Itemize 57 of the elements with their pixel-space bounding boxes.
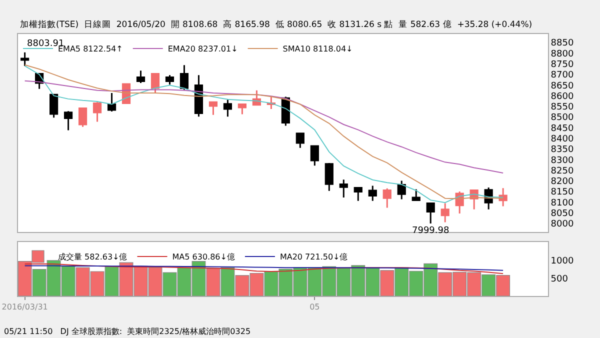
x-tick-label: 2016/03/31 — [2, 302, 48, 312]
candlestick — [440, 202, 450, 223]
candlestick — [498, 187, 508, 208]
candlestick — [368, 185, 377, 202]
candlestick — [324, 162, 334, 192]
candlestick — [354, 186, 362, 202]
text: 05/21 11:50 DJ 全球股票指數: 美東時間2325/格林威治時間0325 — [4, 327, 251, 336]
candlestick — [180, 64, 189, 91]
y-tick-label: 8150 — [550, 188, 574, 198]
candlestick — [412, 188, 420, 202]
candlestick — [78, 106, 88, 128]
y-tick-label: 8200 — [550, 177, 574, 188]
y-tick-label: 8450 — [550, 124, 574, 134]
y-tick-label: 8400 — [550, 134, 574, 144]
legend-label: 成交量 582.63↓億 — [58, 252, 128, 262]
candlestick — [64, 110, 73, 131]
line-series — [24, 80, 504, 174]
x-tick-label: 05 — [310, 302, 320, 312]
candlestick — [339, 178, 348, 198]
candlestick — [382, 188, 392, 208]
candlestick — [107, 92, 116, 112]
y-tick-label: 8350 — [550, 145, 574, 156]
candlestick — [426, 202, 435, 224]
annotation: 7999.98 — [412, 226, 450, 236]
y-tick-label: 8000 — [550, 220, 574, 230]
y-tick-label: 1000 — [550, 256, 574, 267]
y-tick-label: 8500 — [550, 113, 574, 124]
legend-label: MA5 630.86↓億 — [172, 252, 235, 262]
y-tick-label: 8100 — [550, 198, 574, 208]
y-tick-label: 8050 — [550, 208, 574, 219]
candlestick — [50, 94, 58, 118]
candlestick — [238, 103, 246, 116]
y-tick-label: 8600 — [550, 92, 574, 102]
candlestick — [150, 72, 160, 94]
y-tick-label: 8700 — [550, 70, 574, 81]
y-tick-label: 8300 — [550, 156, 574, 166]
candlestick — [136, 70, 146, 84]
y-tick-label: 8800 — [550, 49, 574, 60]
candlestick — [20, 52, 30, 67]
candlestick — [310, 145, 319, 166]
candlestick — [397, 180, 406, 200]
y-tick-label: 8850 — [550, 38, 574, 49]
chart-title: 加權指數(TSE) 日線圖 2016/05/20 開 8108.68 高 8165.98 低 8080.65 收 8131.26 s 點 量 582.63 億 +35.28 (+0.44%) — [20, 19, 532, 30]
candlestick — [165, 74, 174, 86]
candlestick — [223, 99, 232, 118]
candlestick — [296, 132, 304, 149]
legend-label: EMA5 8122.54↑ — [58, 44, 123, 54]
legend-label: SMA10 8118.04↓ — [282, 44, 353, 54]
legend-label: MA20 721.50↓億 — [280, 252, 348, 262]
legend-label: EMA20 8237.01↓ — [168, 44, 238, 54]
candlestick — [92, 101, 102, 122]
y-tick-label: 8250 — [550, 166, 574, 176]
y-tick-label: 8550 — [550, 102, 574, 113]
y-tick-label: 8650 — [550, 81, 574, 92]
candlestick — [208, 100, 218, 116]
y-tick-label: 500 — [550, 274, 568, 284]
y-tick-label: 8750 — [550, 60, 574, 70]
